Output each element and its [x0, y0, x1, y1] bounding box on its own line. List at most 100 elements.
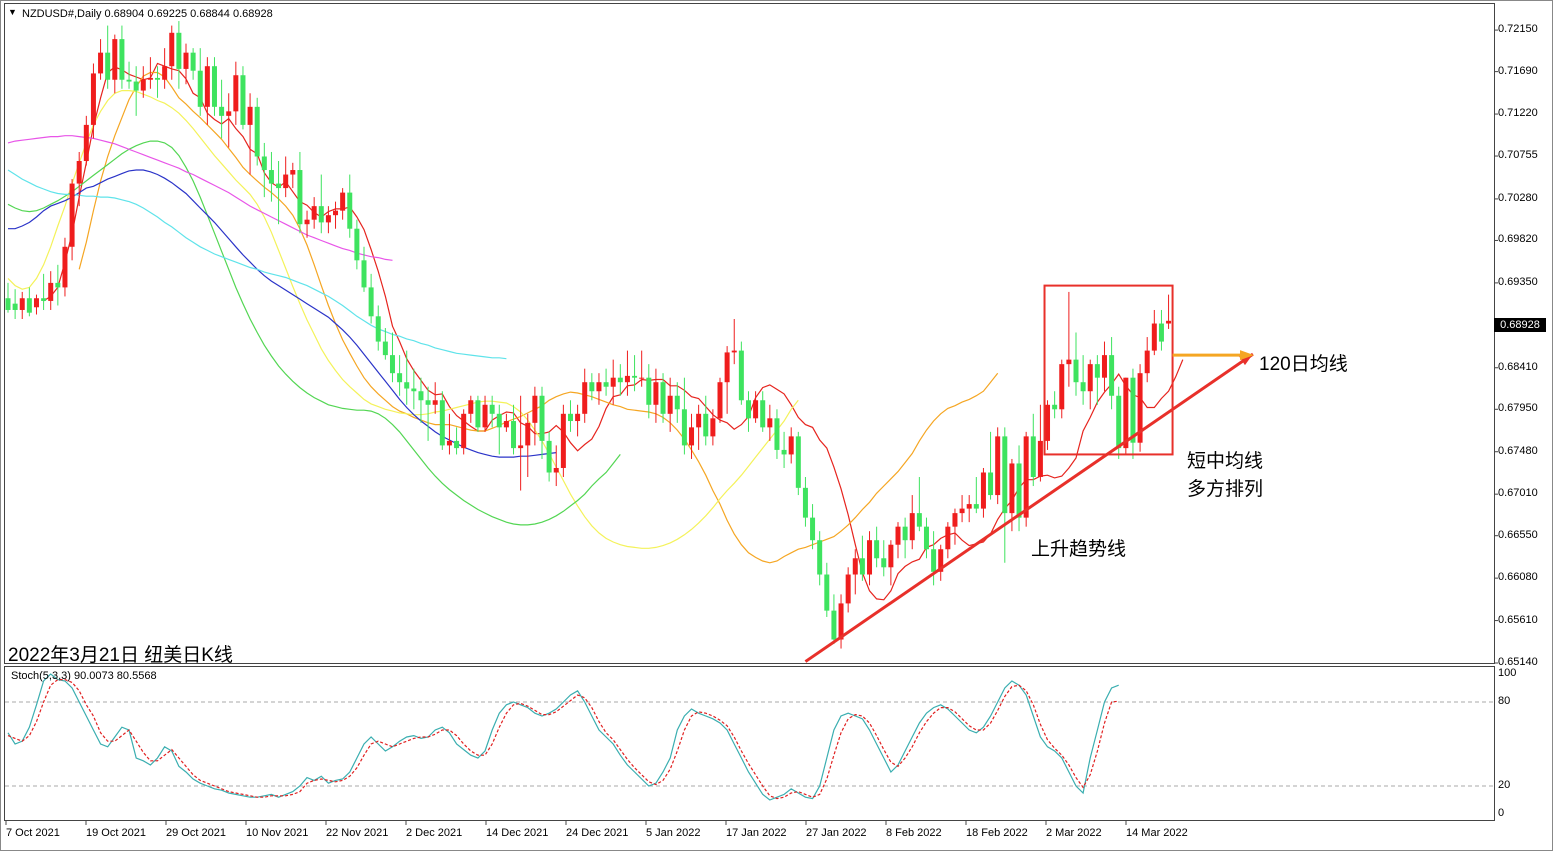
candle-down	[219, 106, 225, 116]
candle-up	[1023, 436, 1029, 518]
candle-up	[290, 170, 296, 175]
candle-down	[105, 52, 111, 80]
candle-down	[1109, 355, 1115, 396]
candle-up	[895, 526, 901, 545]
candle-up	[461, 413, 467, 449]
chart-title: NZDUSD#,Daily 0.68904 0.69225 0.68844 0.…	[22, 8, 273, 20]
candle-up	[311, 206, 317, 220]
candle-up	[888, 544, 894, 568]
candle-up	[624, 375, 630, 383]
x-tick-label: 8 Feb 2022	[886, 827, 942, 839]
stoch-y-tick-label: 100	[1498, 667, 1517, 679]
candle-up	[1166, 320, 1172, 324]
ma-line-ma10	[78, 71, 999, 564]
x-tick-label: 10 Nov 2021	[246, 827, 309, 839]
candle-up	[333, 210, 339, 216]
candle-down	[774, 418, 780, 450]
candle-down	[745, 400, 751, 419]
candle-up	[653, 382, 659, 405]
candle-down	[1016, 463, 1022, 518]
candle-up	[838, 603, 844, 640]
candle-up	[596, 382, 602, 392]
candle-up	[162, 66, 168, 80]
stoch-label: Stoch(5,3,3) 90.0073 80.5568	[11, 670, 157, 682]
trendline	[804, 352, 1254, 663]
candle-down	[824, 574, 830, 611]
candle-up	[980, 472, 986, 509]
candle-up	[19, 298, 25, 310]
candle-up	[717, 382, 723, 419]
candle-down	[240, 75, 246, 125]
y-tick-label: 0.70280	[1498, 191, 1538, 204]
candle-down	[674, 395, 680, 410]
candle-up	[432, 400, 438, 405]
candle-down	[254, 106, 260, 157]
candle-up	[1009, 463, 1015, 514]
ma-line-ma20	[7, 89, 799, 549]
x-tick-label: 14 Dec 2021	[486, 827, 549, 839]
x-tick-label: 7 Oct 2021	[6, 827, 60, 839]
y-tick-label: 0.66550	[1498, 528, 1538, 541]
candle-up	[283, 174, 289, 189]
candle-down	[382, 341, 388, 356]
candle-down	[155, 77, 161, 80]
candle-down	[1158, 323, 1164, 342]
candle-down	[923, 526, 929, 550]
candle-down	[404, 382, 410, 389]
candle-down	[12, 303, 18, 310]
candle-up	[582, 382, 588, 414]
candle-up	[945, 526, 951, 550]
candle-up	[1066, 359, 1072, 365]
candle-up	[304, 219, 310, 225]
candle-up	[731, 350, 737, 353]
candle-down	[1094, 364, 1100, 378]
candle-down	[660, 382, 666, 414]
candle-up	[788, 436, 794, 455]
y-tick-label: 0.69350	[1498, 275, 1538, 288]
candle-up	[610, 377, 616, 387]
candle-up	[1059, 364, 1065, 410]
candle-down	[411, 388, 417, 392]
chart-menu-icon[interactable]: ▼	[8, 7, 17, 17]
candle-up	[247, 106, 253, 125]
candle-down	[1073, 359, 1079, 383]
x-tick-label: 14 Mar 2022	[1126, 827, 1188, 839]
y-tick-label: 0.65610	[1498, 613, 1538, 626]
candle-up	[532, 395, 538, 423]
candle-up	[867, 540, 873, 575]
candle-down	[475, 400, 481, 428]
candle-up	[1151, 323, 1157, 351]
candle-down	[197, 70, 203, 107]
candle-down	[318, 206, 324, 223]
candle-up	[1123, 377, 1129, 449]
annotation-short-ma-line2: 多方排列	[1187, 479, 1264, 500]
candle-up	[33, 298, 39, 308]
candle-down	[859, 558, 865, 575]
candle-down	[881, 558, 887, 568]
stoch-panel-frame	[4, 666, 1495, 821]
candle-down	[988, 472, 994, 496]
candle-up	[76, 161, 82, 184]
candle-down	[831, 610, 837, 640]
x-tick-label: 17 Jan 2022	[726, 827, 787, 839]
candle-up	[90, 73, 96, 125]
candle-down	[297, 170, 303, 225]
stoch-y-tick-label: 20	[1498, 779, 1511, 791]
candle-up	[518, 445, 524, 449]
candle-down	[126, 79, 132, 82]
candle-up	[689, 427, 695, 446]
candle-up	[83, 124, 89, 162]
candle-down	[133, 81, 139, 91]
candle-up	[966, 504, 972, 509]
candle-up	[147, 77, 153, 80]
candle-down	[55, 282, 61, 288]
annotation-trendline: 上升趋势线	[1031, 539, 1127, 560]
x-tick-label: 22 Nov 2021	[326, 827, 389, 839]
candle-down	[41, 298, 47, 301]
candle-up	[1137, 373, 1143, 443]
x-tick-label: 18 Feb 2022	[966, 827, 1028, 839]
candle-down	[738, 350, 744, 401]
candle-down	[810, 517, 816, 541]
candle-down	[646, 377, 652, 405]
